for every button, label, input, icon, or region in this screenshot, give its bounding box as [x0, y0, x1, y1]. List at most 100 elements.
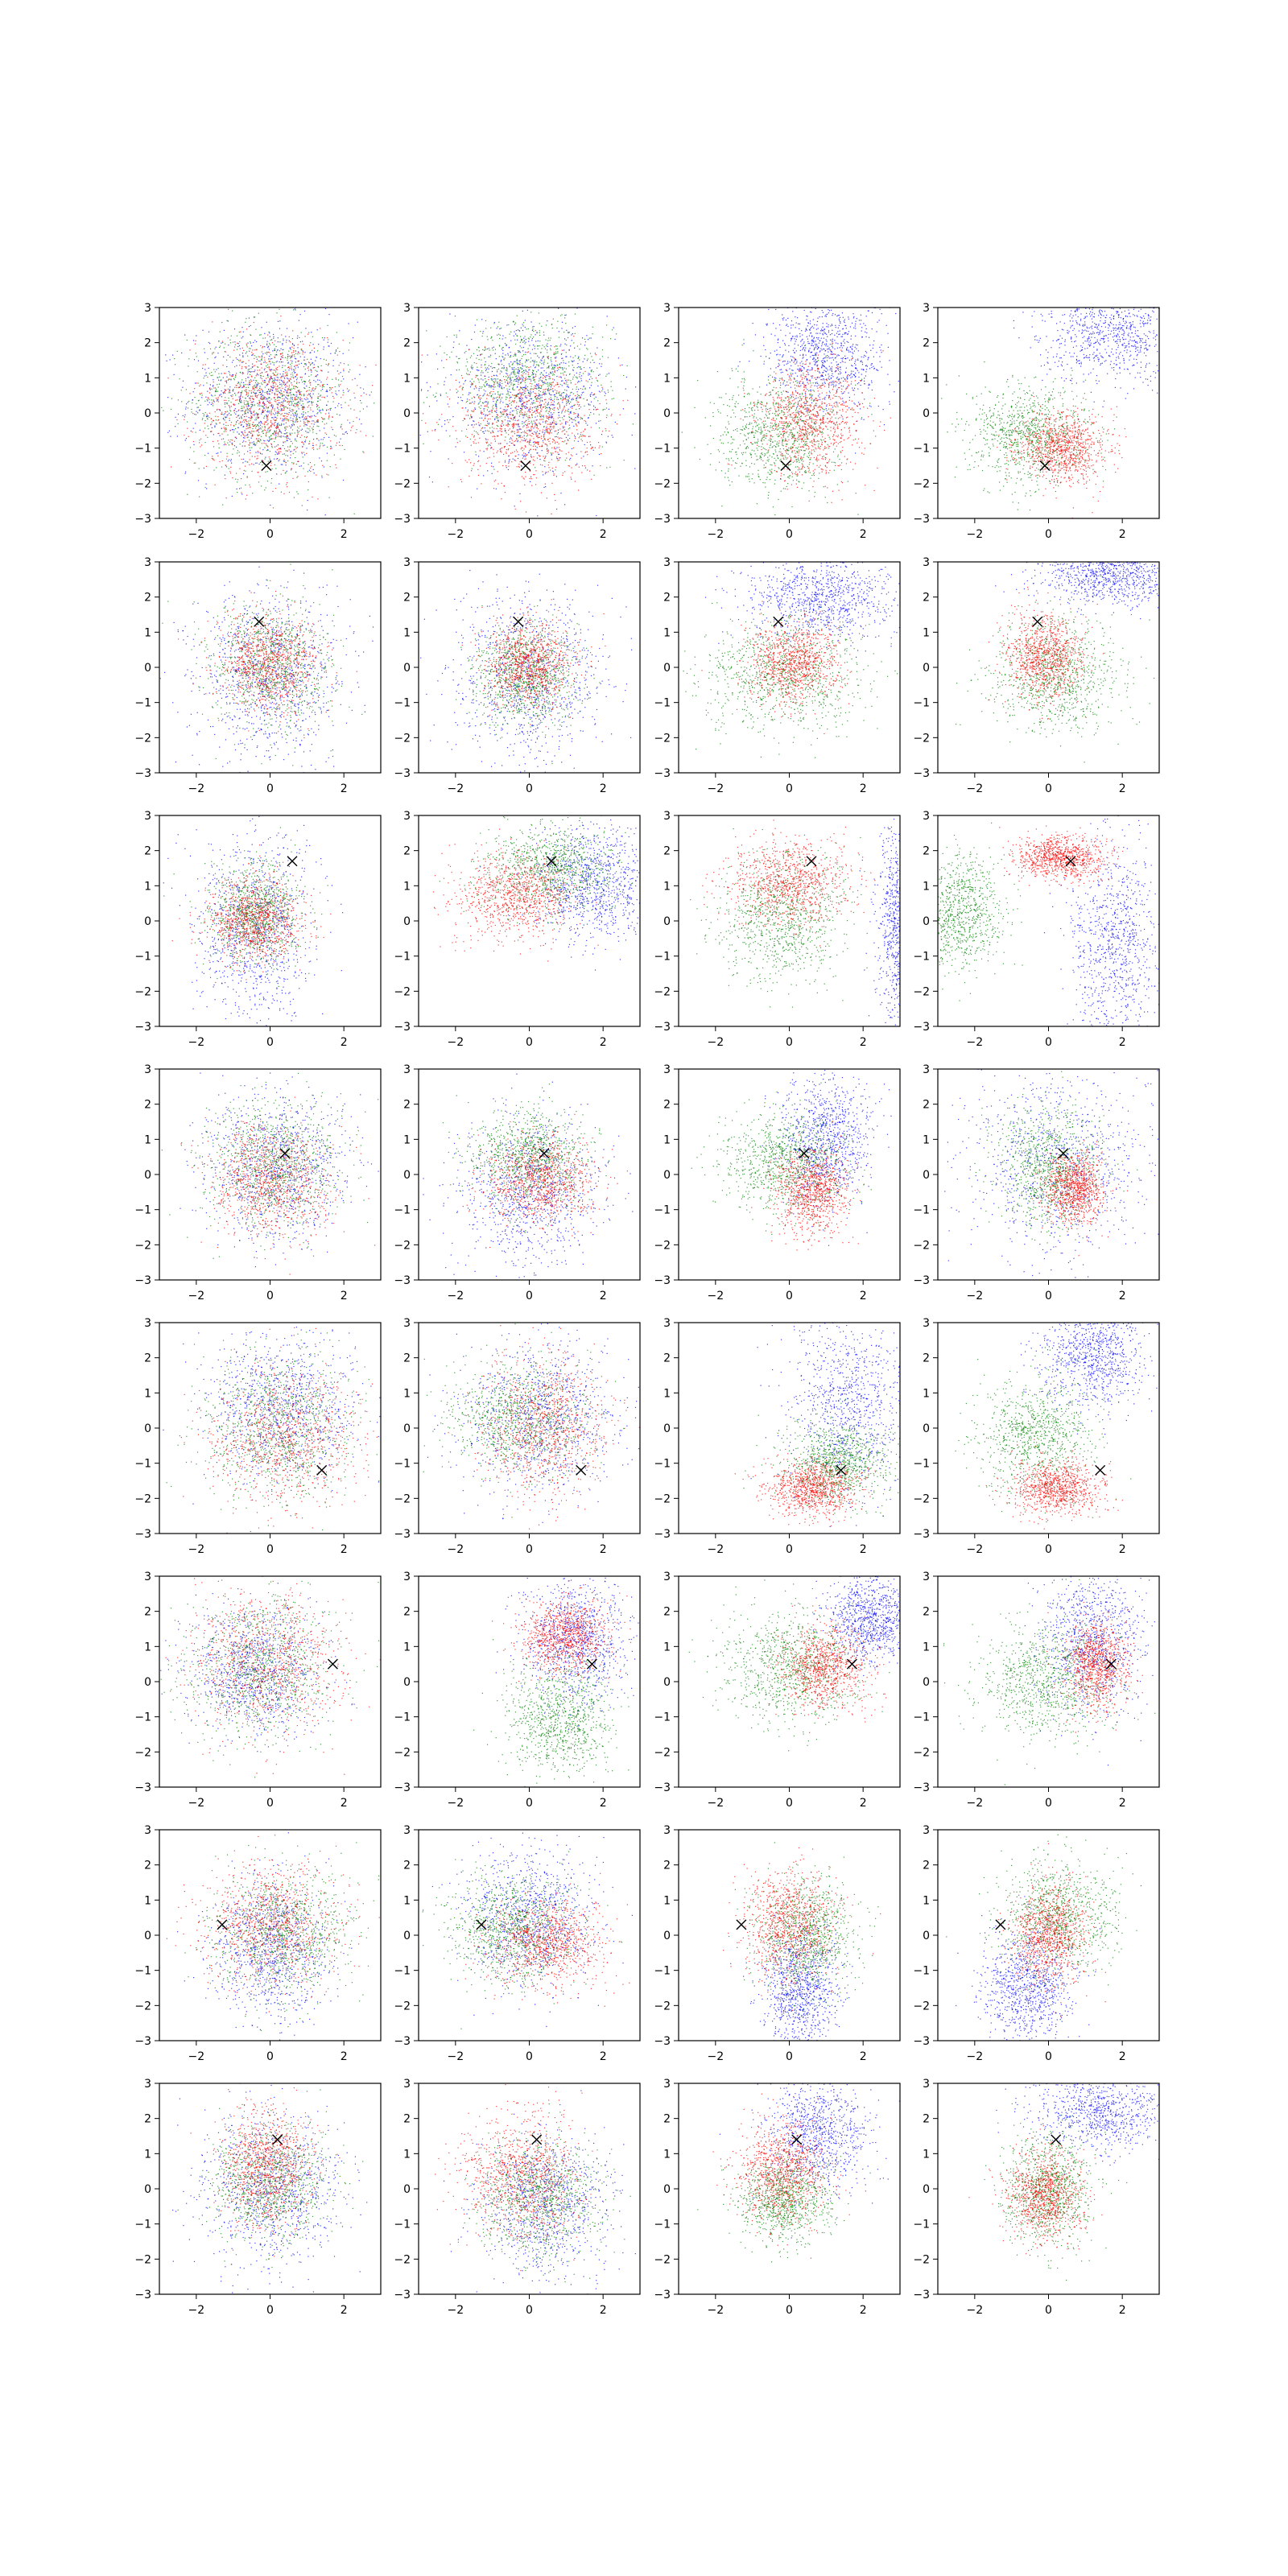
point-red [274, 387, 275, 388]
point-red [268, 407, 269, 408]
point-red [296, 392, 297, 393]
point-blue [288, 438, 289, 439]
point-red [496, 408, 497, 409]
point-green [259, 392, 260, 393]
point-blue [302, 453, 303, 454]
point-red [275, 375, 276, 376]
point-blue [522, 440, 523, 441]
point-green [566, 383, 567, 384]
point-blue [281, 380, 282, 381]
point-blue [432, 481, 433, 482]
point-red [560, 424, 561, 425]
point-green [232, 394, 233, 395]
point-red [337, 355, 338, 356]
point-red [563, 409, 564, 410]
point-green [267, 398, 268, 399]
point-blue [239, 418, 240, 419]
point-blue [281, 384, 282, 385]
point-green [308, 432, 309, 433]
point-green [251, 406, 252, 407]
point-green [501, 388, 502, 389]
point-red [235, 400, 236, 401]
point-red [520, 396, 521, 397]
point-blue [530, 381, 531, 382]
point-blue [261, 327, 262, 328]
point-green [543, 415, 544, 416]
point-red [196, 382, 197, 383]
point-blue [509, 461, 510, 462]
point-red [268, 402, 269, 403]
point-red [528, 374, 529, 375]
point-green [326, 434, 327, 435]
point-red [514, 416, 515, 417]
point-red [249, 444, 250, 445]
point-red [328, 415, 329, 416]
point-blue [430, 386, 431, 387]
point-blue [348, 391, 349, 392]
point-green [556, 399, 557, 400]
point-green [447, 336, 448, 337]
point-blue [535, 334, 536, 335]
point-red [530, 427, 531, 428]
point-red [587, 400, 588, 401]
point-green [523, 325, 524, 326]
point-blue [229, 374, 230, 375]
point-red [538, 409, 539, 410]
point-blue [229, 386, 230, 387]
point-red [265, 410, 266, 411]
point-blue [328, 345, 329, 346]
point-red [252, 424, 253, 425]
point-green [315, 376, 316, 377]
point-red [243, 386, 244, 387]
point-green [218, 368, 219, 369]
point-blue [266, 371, 267, 372]
point-green [283, 461, 284, 462]
point-green [490, 387, 491, 388]
point-green [290, 445, 291, 446]
point-blue [223, 424, 224, 425]
point-red [231, 396, 232, 397]
point-blue [165, 354, 166, 355]
point-blue [565, 363, 566, 364]
point-red [576, 429, 577, 430]
point-red [259, 390, 260, 391]
point-red [516, 378, 517, 379]
point-red [243, 420, 244, 421]
point-green [543, 356, 544, 357]
point-green [531, 388, 532, 389]
point-green [294, 381, 295, 382]
point-red [253, 389, 254, 390]
point-green [536, 389, 537, 390]
point-blue [266, 341, 267, 342]
point-red [269, 369, 270, 370]
point-green [606, 403, 607, 404]
point-green [250, 325, 251, 326]
point-green [456, 335, 457, 336]
point-red [499, 380, 500, 381]
point-green [530, 361, 531, 362]
point-blue [527, 371, 528, 372]
point-blue [534, 326, 535, 327]
point-red [264, 360, 265, 361]
point-green [515, 344, 516, 345]
point-blue [546, 373, 547, 374]
point-blue [580, 378, 581, 379]
point-blue [594, 362, 595, 363]
point-blue [589, 387, 590, 388]
point-red [277, 367, 278, 368]
point-blue [557, 370, 558, 371]
point-blue [257, 374, 258, 375]
point-blue [595, 407, 596, 408]
point-green [291, 403, 292, 404]
point-blue [496, 375, 497, 376]
point-green [539, 398, 540, 399]
point-red [264, 424, 265, 425]
point-red [263, 440, 264, 441]
point-blue [247, 343, 248, 344]
point-red [548, 467, 549, 468]
point-red [469, 402, 470, 403]
point-blue [366, 406, 367, 407]
point-blue [513, 371, 514, 372]
point-red [544, 376, 545, 377]
point-blue [243, 459, 244, 460]
